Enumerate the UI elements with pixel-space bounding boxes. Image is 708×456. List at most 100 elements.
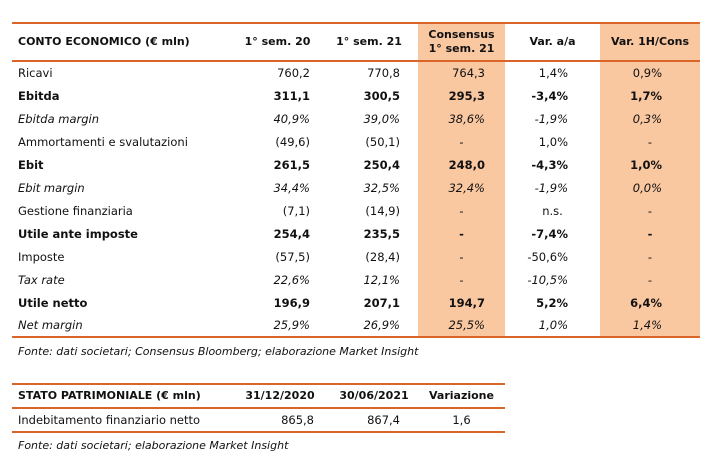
cell: 25,9% [273,318,310,332]
column-header: 31/12/2020 [245,389,315,402]
table-row: Ebit 261,5 250,4 248,0 -4,3% 1,0% [12,153,700,176]
table-row: Ebitda margin 40,9% 39,0% 38,6% -1,9% 0,3% [12,107,700,130]
cell: (57,5) [275,249,310,264]
column-header: Consensus 1° sem. 21 [418,23,505,61]
row-label: Tax rate [18,272,65,287]
table-row: Ebitda 311,1 300,5 295,3 -3,4% 1,7% [12,84,700,107]
cell: 34,4% [273,180,310,195]
cell: -50,6% [527,249,568,264]
table-row: Gestione finanziaria (7,1) (14,9) - n.s. - [12,199,700,222]
table-row: Indebitamento finanziario netto 865,8 867,… [12,408,505,432]
row-label: Imposte [18,249,65,264]
cell: 1,4% [538,66,568,80]
cell: 26,9% [363,318,400,332]
row-label: Gestione finanziaria [18,203,133,218]
cell: 32,5% [363,180,400,195]
cell: -1,9% [534,180,568,195]
cell: 6,4% [600,291,700,314]
cell: 22,6% [273,272,310,287]
cell: 254,4 [273,226,310,241]
cell: 235,5 [363,226,400,241]
column-header: 1° sem. 20 [244,35,311,48]
balance-table: STATO PATRIMONIALE (€ mln) 31/12/2020 30/0… [12,383,505,433]
table-row: Imposte (57,5) (28,4) - -50,6% - [12,245,700,268]
cell: 311,1 [273,88,310,103]
cell: 0,3% [600,107,700,130]
cell: 0,9% [600,61,700,84]
row-label: Ebitda margin [18,111,100,126]
cell: 207,1 [363,295,400,310]
cell: 1,0% [538,134,568,149]
cell: 250,4 [363,157,400,172]
cell: 38,6% [418,107,505,130]
cell: 760,2 [277,66,310,80]
column-header: STATO PATRIMONIALE (€ mln) [18,389,201,402]
row-label: Ricavi [18,66,53,80]
cell: 865,8 [281,413,314,427]
cell: 764,3 [418,61,505,84]
column-header: 1° sem. 21 [336,35,402,48]
cell: 0,0% [600,176,700,199]
cell: 300,5 [363,88,400,103]
cell: 39,0% [363,111,400,126]
cell: 1,0% [600,153,700,176]
cell: - [600,199,700,222]
row-label: Ammortamenti e svalutazioni [18,134,188,149]
cell: 194,7 [418,291,505,314]
source-note: Fonte: dati societari; Consensus Bloombe… [18,345,419,358]
cell: 867,4 [367,413,400,427]
cell: - [600,130,700,153]
cell: - [418,222,505,245]
column-header: CONTO ECONOMICO (€ mln) [18,35,190,48]
cell: - [600,268,700,291]
cell: 5,2% [536,295,568,310]
table-row: Ricavi 760,2 770,8 764,3 1,4% 0,9% [12,61,700,84]
cell: (50,1) [365,134,400,149]
cell: 295,3 [418,84,505,107]
column-header: Variazione [429,389,494,402]
cell: 40,9% [273,111,310,126]
cell: 770,8 [367,66,400,80]
table-row: Ammortamenti e svalutazioni (49,6) (50,1) -… [12,130,700,153]
cell: -4,3% [531,157,568,172]
cell: - [418,268,505,291]
cell: 12,1% [363,272,400,287]
cell: 261,5 [273,157,310,172]
table-row: Utile ante imposte 254,4 235,5 - -7,4% - [12,222,700,245]
row-label: Ebitda [18,88,60,103]
row-label: Utile ante imposte [18,226,138,241]
table-row: Tax rate 22,6% 12,1% - -10,5% - [12,268,700,291]
source-note: Fonte: dati societari; elaborazione Mark… [18,439,289,452]
cell: 1,7% [600,84,700,107]
cell: - [418,245,505,268]
column-header: 30/06/2021 [339,389,409,402]
table-row: Ebit margin 34,4% 32,5% 32,4% -1,9% 0,0% [12,176,700,199]
cell: - [418,130,505,153]
cell: (14,9) [365,203,400,218]
cell: 248,0 [418,153,505,176]
row-label: Ebit margin [18,180,85,195]
cell: -7,4% [531,226,568,241]
cell: 1,4% [600,314,700,337]
cell: 1,6 [452,413,471,427]
cell: - [600,245,700,268]
cell: 32,4% [418,176,505,199]
table-row: Net margin 25,9% 26,9% 25,5% 1,0% 1,4% [12,314,700,337]
cell: -10,5% [527,272,568,287]
cell: - [418,199,505,222]
row-label: Net margin [18,318,83,332]
cell: (28,4) [365,249,400,264]
cell: 1,0% [538,318,568,332]
cell: 196,9 [273,295,310,310]
cell: 25,5% [418,314,505,337]
header-row: STATO PATRIMONIALE (€ mln) 31/12/2020 30/0… [12,384,505,408]
cell: - [600,222,700,245]
income-table: CONTO ECONOMICO (€ mln) 1° sem. 20 1° sem.… [12,22,700,338]
row-label: Utile netto [18,295,88,310]
row-label: Ebit [18,157,44,172]
cell: n.s. [542,203,563,218]
row-label: Indebitamento finanziario netto [18,413,201,427]
header-row: CONTO ECONOMICO (€ mln) 1° sem. 20 1° sem.… [12,23,700,61]
table-row: Utile netto 196,9 207,1 194,7 5,2% 6,4% [12,291,700,314]
